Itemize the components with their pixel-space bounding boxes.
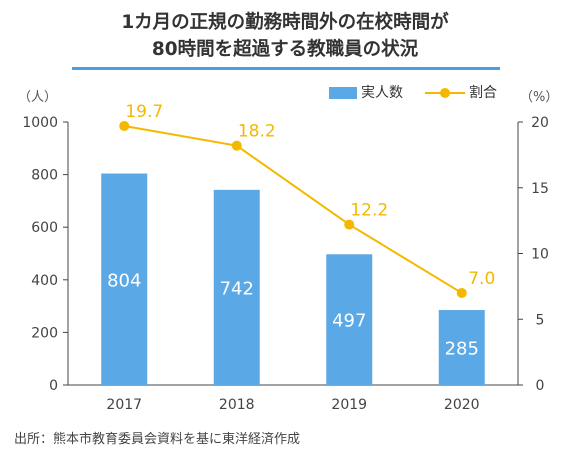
y-right-tick-label: 5: [536, 312, 545, 328]
y-left-tick-label: 800: [31, 168, 58, 184]
ratio-point-2020: [456, 287, 467, 298]
ratio-point-2018: [231, 140, 242, 151]
title-underline: [72, 67, 500, 70]
x-tick-label: 2020: [444, 397, 480, 413]
bar-value-label: 285: [445, 339, 479, 360]
legend-line-label: 割合: [469, 85, 497, 101]
right-axis-unit: （%）: [520, 90, 559, 105]
left-axis-unit: （人）: [18, 90, 58, 105]
bar-2018: [213, 189, 260, 385]
y-left-tick-label: 0: [49, 378, 58, 394]
legend-bar-label: 実人数: [361, 85, 403, 101]
bar-value-label: 804: [107, 270, 141, 291]
y-left-tick-label: 1000: [22, 115, 58, 131]
y-right-tick-label: 15: [531, 181, 549, 197]
legend-bar-swatch: [329, 87, 357, 99]
y-left-tick-label: 600: [31, 220, 58, 236]
source-note: 出所：熊本市教育委員会資料を基に東洋経済作成: [14, 432, 301, 447]
bar-value-label: 497: [332, 311, 366, 332]
bar-value-label: 742: [220, 278, 254, 299]
ratio-value-label: 7.0: [468, 269, 495, 289]
ratio-line: [124, 124, 463, 294]
ratio-value-label: 12.2: [350, 201, 388, 221]
bar-2020: [438, 310, 485, 385]
ratio-point-2017: [119, 120, 130, 131]
chart-title-line1: 1カ月の正規の勤務時間外の在校時間が: [121, 12, 449, 33]
legend-line-swatch: [425, 88, 465, 98]
chart-title-line2: 80時間を超過する教職員の状況: [151, 39, 419, 60]
y-right-tick-label: 10: [531, 247, 549, 263]
x-tick-label: 2019: [331, 397, 367, 413]
x-tick-label: 2017: [106, 397, 142, 413]
ratio-value-label: 18.2: [238, 122, 276, 142]
ratio-point-2019: [344, 219, 355, 230]
bar-2017: [101, 173, 148, 385]
x-tick-label: 2018: [219, 397, 255, 413]
y-right-tick-label: 0: [536, 378, 545, 394]
ratio-value-label: 19.7: [125, 102, 163, 122]
y-left-tick-label: 400: [31, 273, 58, 289]
bar-2019: [326, 254, 373, 385]
y-left-tick-label: 200: [31, 325, 58, 341]
y-right-tick-label: 20: [531, 115, 549, 131]
